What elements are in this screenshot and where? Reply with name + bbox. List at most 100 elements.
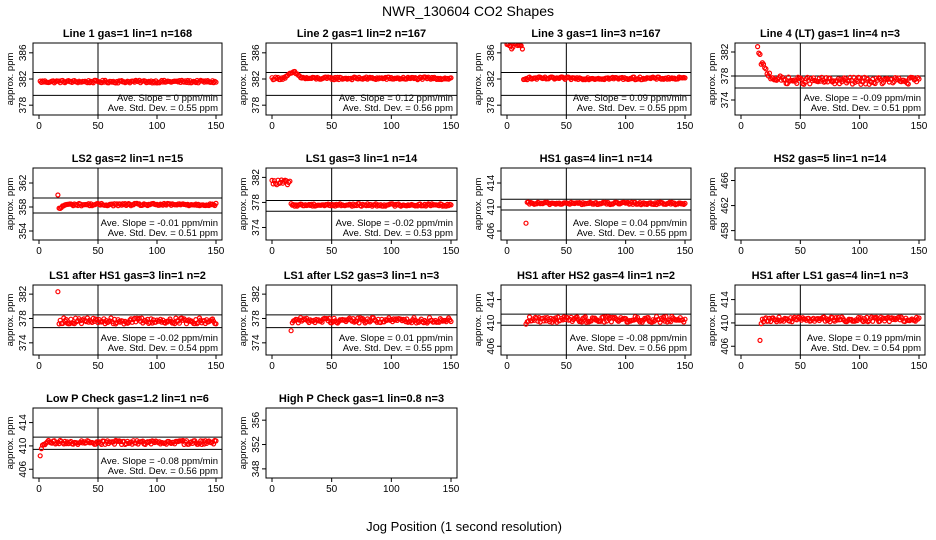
data-point [446,203,452,209]
x-tick-label: 0 [738,361,744,372]
data-point [682,200,688,206]
data-point [356,320,362,326]
data-point [757,51,763,58]
series-points [757,314,922,343]
series-points [55,289,219,327]
data-point [864,75,870,81]
x-tick-label: 150 [443,121,460,132]
panel-title: HS1 after HS2 gas=4 lin=1 n=2 [517,270,675,282]
panel-annotation: Ave. Slope = -0.09 ppm/min [804,93,921,104]
x-tick-label: 100 [383,121,400,132]
x-tick-label: 50 [326,246,338,257]
panel-title: Line 4 (LT) gas=1 lin=4 n=3 [760,28,900,40]
y-axis-label: approx. ppm [473,53,484,106]
data-point [37,453,43,459]
series-points [37,77,219,86]
data-point [663,314,669,320]
data-point [791,77,798,83]
data-point [879,81,885,87]
y-axis-label: approx. ppm [238,53,249,106]
x-tick-label: 0 [269,246,275,257]
y-tick-label: 378 [251,194,262,211]
panel-annotation: Ave. Slope = 0.09 ppm/min [573,93,687,104]
data-point [539,315,546,321]
data-point [601,319,607,325]
chart-panel: HS1 gas=4 lin=1 n=14 Ave. Slope = 0.04 pp… [473,153,694,257]
x-tick-label: 50 [561,361,573,372]
y-tick-label: 382 [251,285,262,302]
y-tick-label: 462 [720,197,731,214]
y-tick-label: 406 [486,337,497,354]
data-point [857,75,863,81]
x-tick-label: 150 [677,121,694,132]
x-tick-label: 100 [383,246,400,257]
data-point [213,200,219,206]
y-axis-label: approx. ppm [5,417,16,470]
y-tick-label: 382 [486,70,497,87]
panel-frame [265,167,458,241]
y-tick-label: 414 [486,174,497,191]
data-point [331,315,337,321]
x-tick-label: 150 [208,121,225,132]
y-axis-label: approx. ppm [238,417,249,470]
y-tick-label: 378 [18,310,29,327]
panel-title: HS1 after LS1 gas=4 lin=1 n=3 [752,270,909,282]
data-point [176,320,182,326]
panel-frame [32,407,223,479]
x-tick-label: 150 [208,246,225,257]
x-tick-label: 0 [269,121,275,132]
chart-panel: LS2 gas=2 lin=1 n=15 Ave. Slope = -0.01 p… [5,153,225,257]
x-tick-label: 50 [92,121,104,132]
y-tick-label: 410 [18,437,29,454]
data-point [213,79,219,85]
y-tick-label: 374 [251,334,262,351]
y-tick-label: 378 [18,96,29,113]
data-point [519,46,526,52]
data-point [194,321,200,327]
panel-annotation: Ave. Std. Dev. = 0.55 ppm [577,103,687,114]
chart-panel: Line 3 gas=1 lin=3 n=167 Ave. Slope = 0.0… [473,28,694,132]
data-point [682,75,688,81]
y-tick-label: 378 [486,96,497,113]
panel-annotation: Ave. Slope = -0.08 ppm/min [570,333,687,344]
x-tick-label: 0 [36,246,42,257]
panel-frame [265,284,458,356]
panel-annotation: Ave. Slope = -0.08 ppm/min [101,456,218,467]
data-point [286,179,292,185]
x-tick-label: 0 [36,484,42,495]
y-axis-label: approx. ppm [707,294,718,347]
panel-title: LS1 gas=3 lin=1 n=14 [306,153,418,165]
y-tick-label: 358 [18,198,29,215]
chart-panel: LS1 gas=3 lin=1 n=14 Ave. Slope = -0.02 p… [238,153,460,257]
panel-annotation: Ave. Std. Dev. = 0.54 ppm [108,343,218,354]
x-tick-label: 50 [795,246,807,257]
data-point [157,316,164,322]
x-tick-label: 100 [149,361,166,372]
panel-annotation: Ave. Std. Dev. = 0.54 ppm [811,343,921,354]
chart-panel: Line 4 (LT) gas=1 lin=4 n=3 Ave. Slope = … [707,28,928,132]
y-tick-label: 382 [18,285,29,302]
y-tick-label: 410 [486,314,497,331]
x-tick-label: 0 [36,361,42,372]
panel-annotation: Ave. Std. Dev. = 0.55 ppm [343,343,453,354]
panel-annotation: Ave. Std. Dev. = 0.56 ppm [343,103,453,114]
x-tick-label: 0 [504,246,510,257]
y-tick-label: 378 [720,67,731,84]
panel-title: LS1 after LS2 gas=3 lin=1 n=3 [284,270,440,282]
panel-annotation: Ave. Slope = -0.01 ppm/min [101,218,218,229]
panel-annotation: Ave. Std. Dev. = 0.56 ppm [108,466,218,477]
data-point [448,75,454,81]
data-point [55,289,61,295]
data-point [757,337,763,343]
x-tick-label: 150 [677,361,694,372]
data-point [134,315,140,321]
x-tick-label: 50 [92,484,104,495]
figure-xlabel: Jog Position (1 second resolution) [366,519,562,534]
x-tick-label: 0 [269,484,275,495]
chart-panel: LS1 after LS2 gas=3 lin=1 n=3 Ave. Slope … [238,270,460,372]
x-tick-label: 100 [383,484,400,495]
y-tick-label: 354 [18,222,29,239]
y-tick-label: 382 [251,70,262,87]
y-tick-label: 466 [720,172,731,189]
panel-annotation: Ave. Slope = 0 ppm/min [117,93,218,104]
